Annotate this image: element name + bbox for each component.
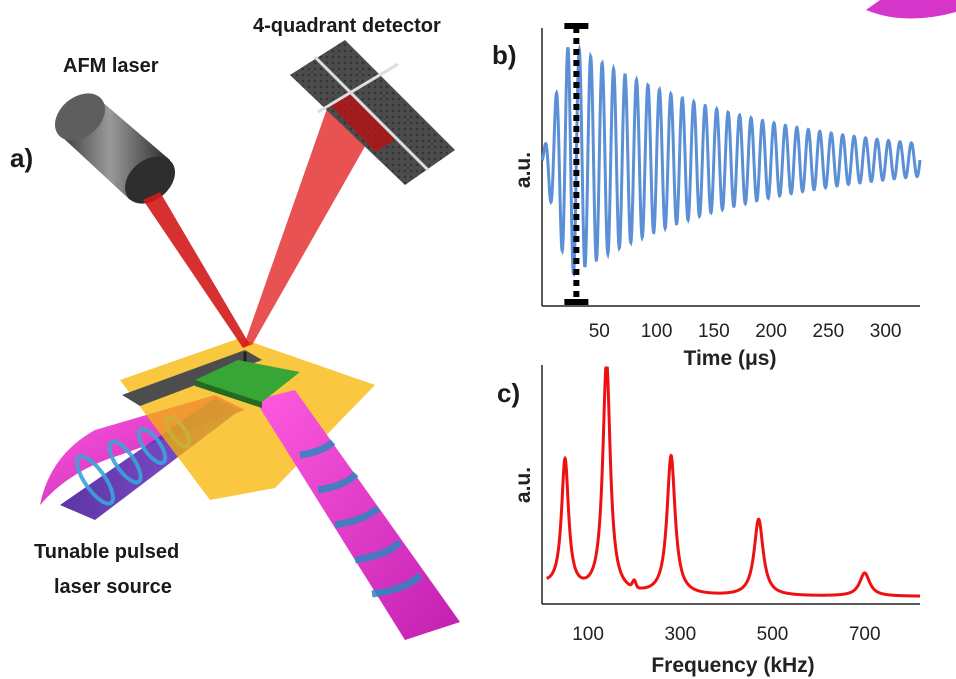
panel-b-letter: b) bbox=[492, 40, 517, 70]
chart-c-xtick: 700 bbox=[849, 624, 881, 645]
afm-reflected-beam bbox=[244, 100, 380, 345]
cantilever bbox=[122, 350, 262, 406]
chart-b-xtick: 200 bbox=[755, 321, 787, 342]
chart-b-ylabel: a.u. bbox=[512, 152, 535, 188]
chart-c-ylabel: a.u. bbox=[512, 467, 535, 503]
spectrum-series bbox=[546, 366, 920, 598]
chart-b-xtick: 50 bbox=[589, 321, 610, 342]
chart-b-xtick: 300 bbox=[870, 321, 902, 342]
chart-b-xlabel: Time (μs) bbox=[684, 347, 777, 370]
afm-laser-housing bbox=[54, 93, 176, 204]
ringdown-series bbox=[540, 43, 922, 277]
panel-c-letter: c) bbox=[497, 378, 521, 408]
sample bbox=[195, 360, 300, 402]
afm-laser-label: AFM laser bbox=[63, 55, 159, 77]
source-label-line2: laser source bbox=[54, 576, 172, 598]
source-label-line1: Tunable pulsed bbox=[34, 541, 180, 563]
detector-label: 4-quadrant detector bbox=[253, 15, 441, 37]
chart-b-xtick: 100 bbox=[641, 321, 673, 342]
panel-a-letter: a) bbox=[10, 143, 34, 173]
chart-b-xtick: 250 bbox=[813, 321, 845, 342]
chart-c-xtick: 500 bbox=[757, 624, 789, 645]
chart-c-xlabel: Frequency (kHz) bbox=[651, 654, 814, 677]
afm-incident-beam bbox=[143, 192, 250, 348]
quadrant-detector bbox=[290, 40, 455, 185]
chart-b-xtick: 150 bbox=[698, 321, 730, 342]
pump-beam-right bbox=[255, 390, 460, 640]
chart-c-xtick: 300 bbox=[664, 624, 696, 645]
chart-c-xtick: 100 bbox=[572, 624, 604, 645]
pump-beam-fragment bbox=[866, 0, 956, 19]
